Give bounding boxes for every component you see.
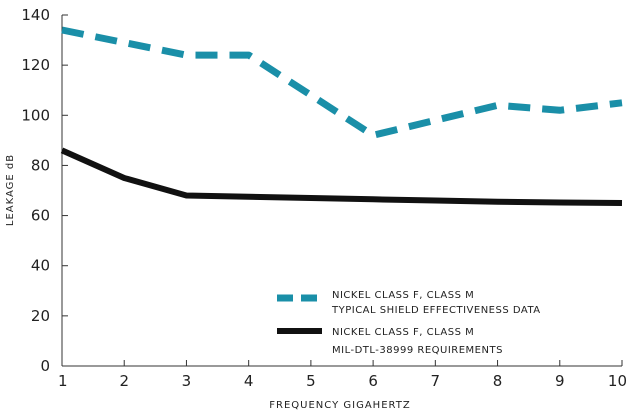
y-tick-label: 0 (40, 357, 50, 375)
y-ticks: 0 20 40 60 80 100 120 140 (21, 6, 68, 375)
legend-label: NICKEL CLASS F, CLASS M (332, 327, 474, 338)
x-axis-title: FREQUENCY GIGAHERTZ (269, 400, 410, 411)
x-tick-label: 9 (555, 372, 565, 390)
plot-area: 1 2 3 4 5 6 7 8 9 10 0 20 40 60 80 100 120 140 (21, 6, 627, 390)
x-tick-label: 4 (244, 372, 254, 390)
legend-label: TYPICAL SHIELD EFFECTIVENESS DATA (331, 305, 541, 316)
x-tick-label: 2 (119, 372, 129, 390)
x-tick-label: 10 (608, 372, 627, 390)
x-tick-label: 1 (58, 372, 68, 390)
series-layer (60, 26, 623, 206)
y-tick-label: 140 (21, 6, 50, 24)
y-axis-title: LEAKAGE dB (5, 154, 16, 226)
legend-label: NICKEL CLASS F, CLASS M (332, 290, 474, 301)
y-tick-label: 120 (21, 56, 50, 74)
series-line-1 (61, 26, 623, 139)
y-tick-label: 80 (31, 156, 50, 174)
x-tick-label: 3 (182, 372, 192, 390)
y-tick-label: 100 (21, 106, 50, 124)
x-ticks: 1 2 3 4 5 6 7 8 9 10 (58, 360, 627, 390)
y-tick-label: 20 (31, 307, 50, 325)
series-line-2 (60, 147, 623, 206)
legend-item-1: NICKEL CLASS F, CLASS M TYPICAL SHIELD EF… (277, 290, 541, 316)
x-tick-label: 8 (493, 372, 503, 390)
x-tick-label: 6 (368, 372, 378, 390)
legend: NICKEL CLASS F, CLASS M TYPICAL SHIELD EF… (277, 290, 541, 356)
legend-label: MIL-DTL-38999 REQUIREMENTS (332, 345, 503, 356)
x-tick-label: 5 (306, 372, 316, 390)
x-tick-label: 7 (431, 372, 441, 390)
legend-item-2: NICKEL CLASS F, CLASS M MIL-DTL-38999 REQ… (277, 327, 503, 356)
y-tick-label: 60 (31, 207, 50, 225)
y-tick-label: 40 (31, 257, 50, 275)
